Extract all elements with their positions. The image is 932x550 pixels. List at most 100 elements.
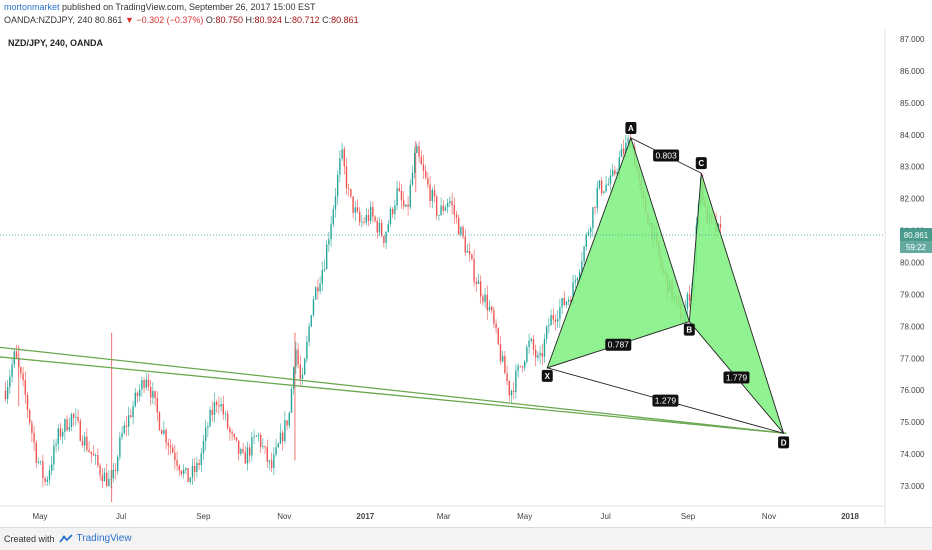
candle-body — [160, 430, 163, 434]
candle-body — [193, 466, 196, 472]
candle-body — [55, 443, 57, 446]
candle-body — [319, 283, 321, 292]
candle-body — [455, 214, 458, 218]
candle-body — [515, 370, 517, 393]
candle-body — [207, 426, 209, 428]
candle-body — [600, 180, 603, 194]
candle-body — [686, 294, 689, 309]
candle-body — [295, 349, 297, 368]
candle-body — [187, 468, 189, 483]
candle-body — [246, 447, 249, 464]
candle-body — [198, 462, 200, 466]
candle-body — [416, 146, 418, 153]
y-tick-label: 85.000 — [900, 99, 925, 108]
chart-area[interactable]: 73.000 74.000 75.000 76.000 77.000 78.000 79.0… — [0, 30, 932, 526]
point-label-text: C — [698, 159, 704, 168]
candle-body — [202, 440, 205, 454]
candle-body — [614, 170, 616, 174]
candle-body — [59, 428, 62, 437]
candle-body — [169, 445, 172, 448]
harmonic-pattern[interactable]: 0.787 0.803 1.279 1.779 X A B C D — [541, 121, 790, 449]
point-label-text: B — [686, 326, 692, 335]
candle-body — [77, 416, 79, 421]
footer-bar: Created with TradingView — [0, 527, 932, 550]
candle-body — [306, 341, 308, 359]
candle-body — [585, 235, 587, 247]
candle-body — [174, 452, 176, 461]
candle-body — [508, 380, 510, 396]
candle-body — [50, 464, 53, 471]
candle-body — [46, 479, 48, 482]
trendline[interactable] — [0, 346, 787, 434]
candle-body — [220, 404, 222, 407]
candle-body — [218, 405, 220, 407]
x-tick-label: Sep — [196, 512, 211, 521]
candle-body — [358, 211, 361, 223]
tradingview-brand[interactable]: TradingView — [76, 533, 132, 544]
candle-body — [297, 349, 299, 365]
candle-body — [97, 455, 99, 466]
candle-body — [231, 432, 233, 435]
candle-body — [581, 261, 583, 272]
candle-body — [594, 207, 596, 209]
author-link[interactable]: mortonmarket — [4, 2, 60, 12]
point-label-bg — [625, 121, 637, 134]
ratio-label-bg — [723, 371, 750, 384]
publish-info: mortonmarket published on TradingView.co… — [4, 2, 316, 12]
last-price-tag-text: 80.861 — [904, 231, 929, 240]
candle-body — [501, 355, 504, 362]
point-label-b: B — [683, 323, 695, 336]
candle-body — [605, 184, 607, 192]
candle-body — [240, 449, 242, 454]
candle-body — [81, 440, 84, 446]
candle-body — [526, 347, 528, 362]
candle-body — [24, 380, 26, 395]
x-tick-label: May — [517, 512, 532, 521]
candle-body — [429, 184, 431, 202]
candle-body — [396, 188, 398, 206]
candle-body — [418, 146, 420, 157]
candle-body — [244, 452, 246, 464]
candle-body — [317, 287, 319, 292]
candle-body — [138, 389, 141, 397]
candle-body — [233, 434, 235, 438]
candle-body — [277, 443, 279, 448]
candle-body — [627, 138, 629, 143]
price-axis — [885, 30, 932, 526]
candle-body — [479, 281, 482, 297]
price-chart[interactable]: 73.000 74.000 75.000 76.000 77.000 78.000 79.0… — [0, 30, 932, 526]
candle-body — [310, 315, 312, 327]
candle-body — [556, 319, 559, 322]
candle-body — [387, 223, 389, 232]
candle-body — [622, 148, 625, 154]
candle-body — [116, 457, 119, 471]
pattern-xab-fill — [546, 136, 690, 369]
candle-body — [270, 460, 273, 469]
y-tick-label: 79.000 — [900, 290, 925, 299]
candle-body — [471, 254, 473, 260]
close-label: C: — [322, 15, 332, 25]
candle-body — [475, 281, 477, 284]
candle-body — [110, 478, 112, 480]
trendline[interactable] — [0, 356, 787, 434]
candle-body — [321, 270, 323, 284]
candle-body — [350, 189, 352, 197]
candle-body — [68, 426, 70, 431]
candle-body — [248, 447, 251, 456]
candle-body — [352, 196, 354, 213]
candle-body — [268, 460, 271, 462]
candle-body — [440, 205, 442, 216]
x-tick-label: Nov — [762, 512, 776, 521]
candle-body — [435, 196, 438, 216]
y-tick-label: 78.000 — [900, 322, 925, 331]
candle-body — [22, 373, 24, 381]
y-tick-label: 87.000 — [900, 35, 925, 44]
candle-body — [402, 200, 405, 207]
candle-body — [433, 190, 436, 197]
candle-body — [438, 215, 440, 216]
last-price-tag: 80.861 59:22 — [900, 228, 932, 254]
candle-body — [264, 446, 266, 448]
candle-body — [125, 425, 128, 427]
candle-body — [328, 239, 330, 245]
candle-body — [413, 152, 416, 173]
